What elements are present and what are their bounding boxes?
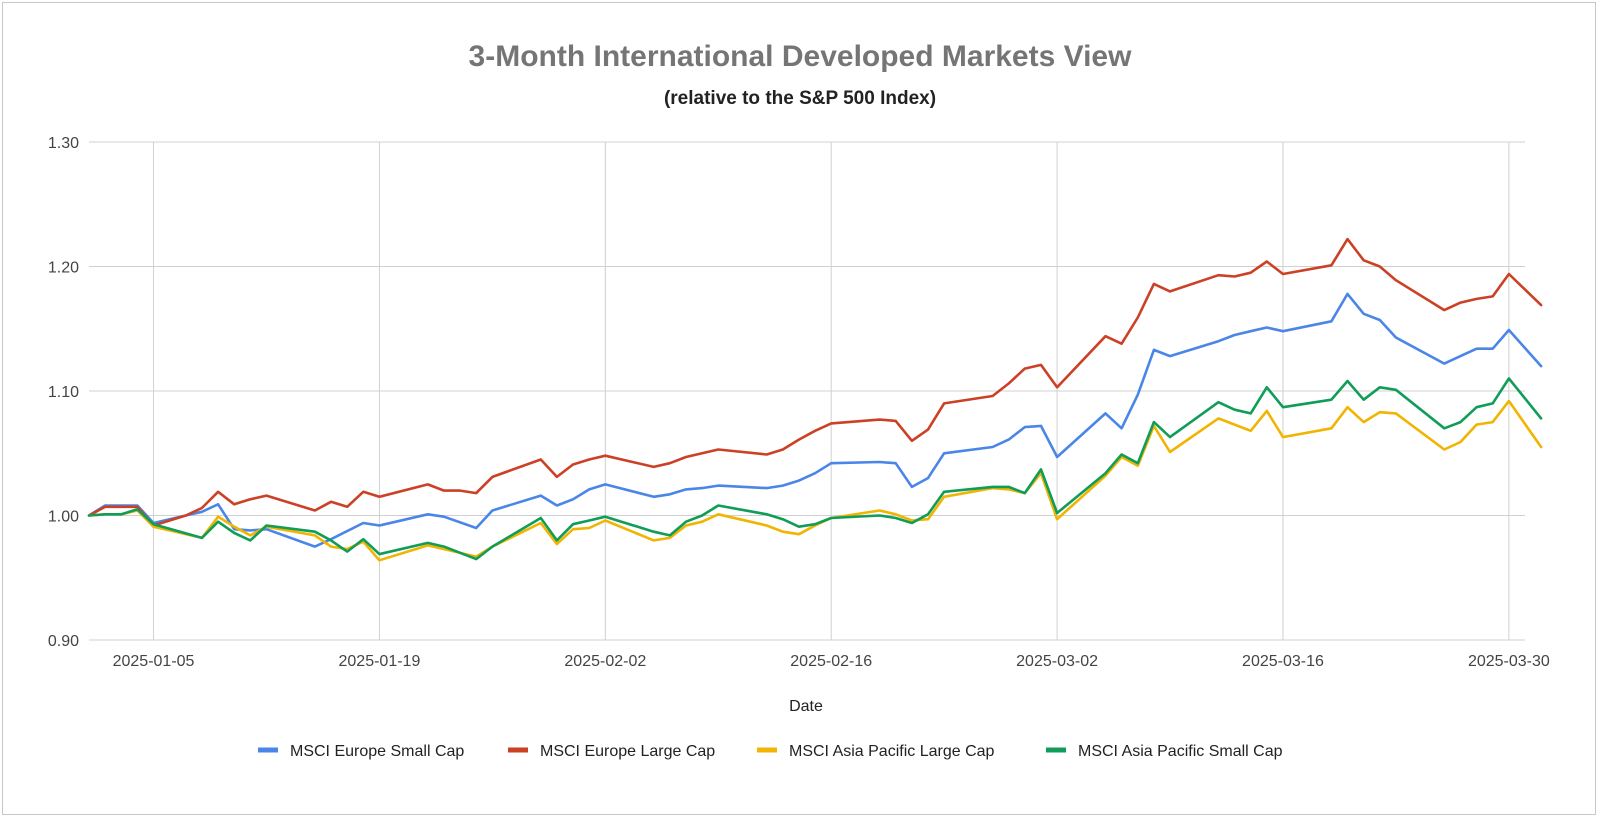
legend-label: MSCI Asia Pacific Large Cap: [789, 743, 995, 760]
grid-layer: [89, 141, 1525, 641]
x-tick-label: 2025-02-02: [564, 653, 646, 670]
x-tick-label: 2025-01-05: [113, 653, 195, 670]
y-axis-ticks: 0.90 1.00 1.10 1.20 1.30: [48, 135, 79, 650]
series-line-asia-pacific-small-cap: [87, 377, 1543, 561]
chart-subtitle: (relative to the S&P 500 Index): [664, 88, 936, 109]
legend-label: MSCI Europe Large Cap: [540, 743, 715, 760]
legend-item-asia-pacific-large-cap[interactable]: MSCI Asia Pacific Large Cap: [757, 743, 995, 760]
y-tick-label: 0.90: [48, 633, 79, 650]
legend-item-europe-large-cap[interactable]: MSCI Europe Large Cap: [508, 743, 715, 760]
y-tick-label: 1.20: [48, 260, 79, 277]
x-axis-ticks: 2025-01-05 2025-01-19 2025-02-02 2025-02…: [113, 653, 1550, 670]
series-line-europe-large-cap: [87, 237, 1543, 527]
x-tick-label: 2025-03-02: [1016, 653, 1098, 670]
chart-title: 3-Month International Developed Markets …: [469, 40, 1133, 73]
series-layer: [87, 237, 1543, 562]
x-tick-label: 2025-01-19: [339, 653, 421, 670]
y-tick-label: 1.30: [48, 135, 79, 152]
legend: MSCI Europe Small Cap MSCI Europe Large …: [258, 743, 1283, 760]
legend-label: MSCI Asia Pacific Small Cap: [1078, 743, 1283, 760]
legend-label: MSCI Europe Small Cap: [290, 743, 464, 760]
legend-item-asia-pacific-small-cap[interactable]: MSCI Asia Pacific Small Cap: [1046, 743, 1283, 760]
x-axis-label: Date: [789, 698, 823, 715]
series-line-europe-small-cap: [87, 292, 1543, 548]
x-tick-label: 2025-02-16: [790, 653, 872, 670]
x-tick-label: 2025-03-16: [1242, 653, 1324, 670]
y-tick-label: 1.10: [48, 384, 79, 401]
series-line-asia-pacific-large-cap: [87, 399, 1543, 562]
y-tick-label: 1.00: [48, 509, 79, 526]
legend-item-europe-small-cap[interactable]: MSCI Europe Small Cap: [258, 743, 464, 760]
x-tick-label: 2025-03-30: [1468, 653, 1550, 670]
